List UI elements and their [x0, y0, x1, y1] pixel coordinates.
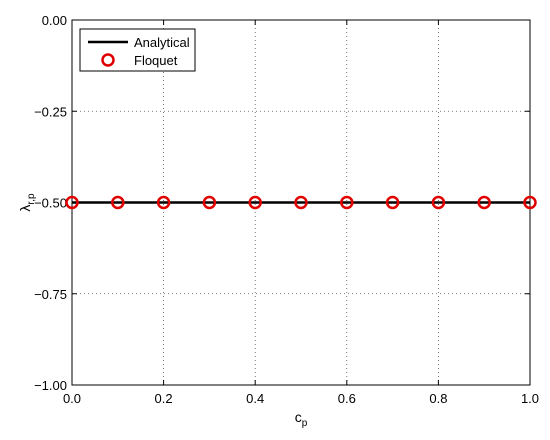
legend-label-analytical: Analytical — [134, 35, 190, 50]
data-point-floquet — [431, 195, 446, 210]
legend-box — [79, 28, 196, 72]
x-tick-label: 0.8 — [429, 391, 447, 406]
y-tick-label: 0.00 — [42, 13, 67, 28]
y-axis-label-main: λ — [17, 205, 33, 212]
x-tick-label: 0.2 — [155, 391, 173, 406]
legend-swatch-floquet — [101, 53, 115, 67]
y-tick-label: −0.75 — [34, 287, 67, 302]
legend-label-floquet: Floquet — [134, 53, 178, 68]
y-axis-label: λr,p — [17, 193, 37, 212]
data-point-floquet — [65, 195, 79, 210]
x-axis-label: cp — [295, 409, 308, 429]
legend: Analytical Floquet — [79, 28, 196, 72]
series-layer — [65, 195, 537, 210]
data-point-floquet — [385, 195, 400, 210]
x-tick-label: 0.6 — [338, 391, 356, 406]
data-point-floquet — [202, 195, 217, 210]
data-point-floquet — [111, 195, 125, 210]
x-tick-label: 0.4 — [246, 391, 264, 406]
x-axis-label-main: c — [295, 409, 302, 425]
x-axis-label-sub: p — [302, 418, 308, 429]
y-tick-label: −0.50 — [34, 196, 67, 211]
y-axis-label-sub: r,p — [26, 193, 37, 205]
data-point-floquet — [523, 195, 537, 210]
data-point-floquet — [340, 195, 354, 210]
data-point-floquet — [477, 195, 491, 210]
axis-ticks: 0.0 0.2 0.4 0.6 0.8 1.0 0.00 −0.25 −0.50 −0.75 −1.… — [34, 13, 539, 406]
x-tick-label: 1.0 — [521, 391, 539, 406]
x-tick-label: 0.0 — [63, 391, 81, 406]
data-point-floquet — [248, 195, 262, 210]
y-tick-label: −0.25 — [34, 104, 67, 119]
y-tick-label: −1.00 — [34, 378, 67, 393]
data-point-floquet — [294, 195, 308, 210]
data-point-floquet — [156, 195, 171, 210]
